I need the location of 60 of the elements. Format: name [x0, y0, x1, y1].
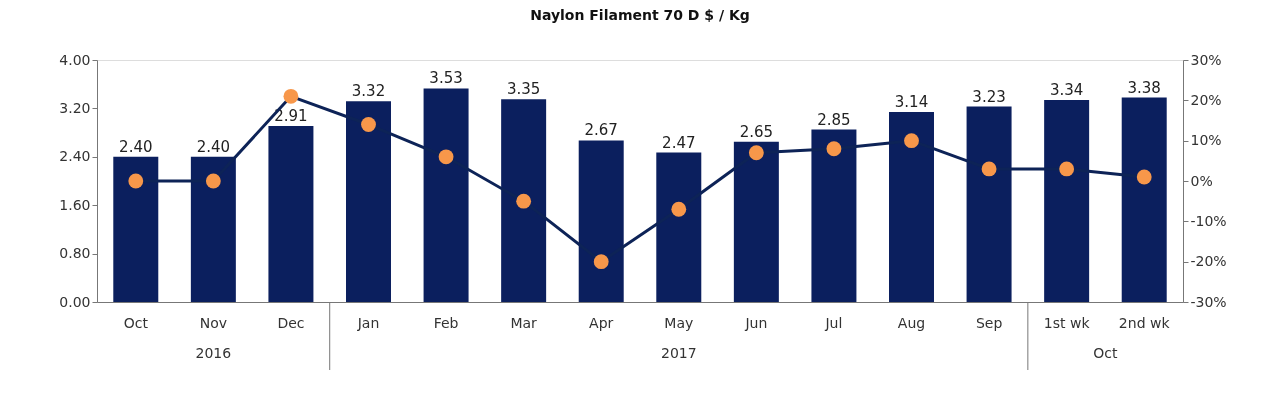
y-tick-label: 3.20 [59, 99, 91, 116]
y2-tick-label: 10% [1190, 132, 1222, 149]
x-tick-label: Feb [433, 314, 459, 331]
point [593, 254, 609, 270]
y2-tick-label: 30% [1190, 51, 1222, 68]
data-label: 2.40 [196, 137, 231, 156]
chart-title: Naylon Filament 70 D $ / Kg [530, 7, 750, 23]
data-label: 3.35 [506, 80, 541, 99]
y-tick-label: 0.00 [59, 293, 91, 310]
data-label: 3.14 [894, 93, 929, 112]
point [516, 193, 532, 209]
y-tick-label: 4.00 [59, 51, 91, 68]
point [671, 201, 687, 217]
data-label: 2.40 [119, 137, 153, 156]
data-label: 3.53 [429, 69, 463, 88]
point [981, 161, 997, 177]
point [438, 149, 454, 165]
x-tick-label: 1st wk [1043, 314, 1091, 331]
data-label: 2.85 [817, 110, 851, 129]
data-label: 2.65 [739, 122, 774, 141]
y2-tick-label: 20% [1190, 91, 1222, 108]
x-tick-label: Apr [589, 314, 614, 331]
text: 2016 [195, 345, 232, 361]
y2-tick-label: -10% [1190, 212, 1227, 229]
x-tick-label: Sep [975, 314, 1003, 331]
x-tick-label: Dec [277, 314, 305, 331]
x-tick-label: Jan [356, 314, 380, 331]
y2-tick-label: 0% [1190, 172, 1213, 189]
data-label: 2.91 [274, 106, 308, 125]
y2-tick-label: -20% [1190, 253, 1227, 270]
point [1059, 161, 1075, 177]
x-tick-label: May [664, 314, 694, 331]
x-tick-label: Oct [123, 314, 149, 331]
point [748, 145, 764, 161]
point [904, 133, 919, 149]
x-tick-label: Jun [744, 314, 768, 331]
y-tick-label: 1.60 [59, 196, 91, 213]
point [1136, 169, 1152, 185]
point [361, 117, 376, 132]
data-label: 2.47 [662, 133, 696, 152]
data-label: 3.38 [1127, 78, 1161, 97]
point [128, 173, 144, 189]
data-label: 3.32 [351, 82, 386, 101]
x-tick-label: Jul [824, 314, 843, 331]
data-label: 2.67 [584, 121, 618, 140]
point [826, 141, 842, 157]
y-tick-label: 2.40 [59, 148, 91, 165]
x-tick-label: Nov [199, 314, 228, 331]
y2-tick-label: -30% [1190, 293, 1227, 310]
data-label: 3.23 [972, 87, 1006, 106]
x-tick-label: Mar [510, 314, 538, 331]
bar [268, 125, 314, 302]
point [283, 88, 299, 104]
x-tick-label: 2nd wk [1118, 314, 1171, 331]
x-tick-label: Aug [897, 314, 926, 331]
text: 2017 [660, 345, 697, 361]
text: Oct [1093, 345, 1119, 361]
point [205, 173, 221, 189]
data-label: 3.34 [1049, 80, 1084, 99]
y-tick-label: 0.80 [59, 245, 91, 262]
